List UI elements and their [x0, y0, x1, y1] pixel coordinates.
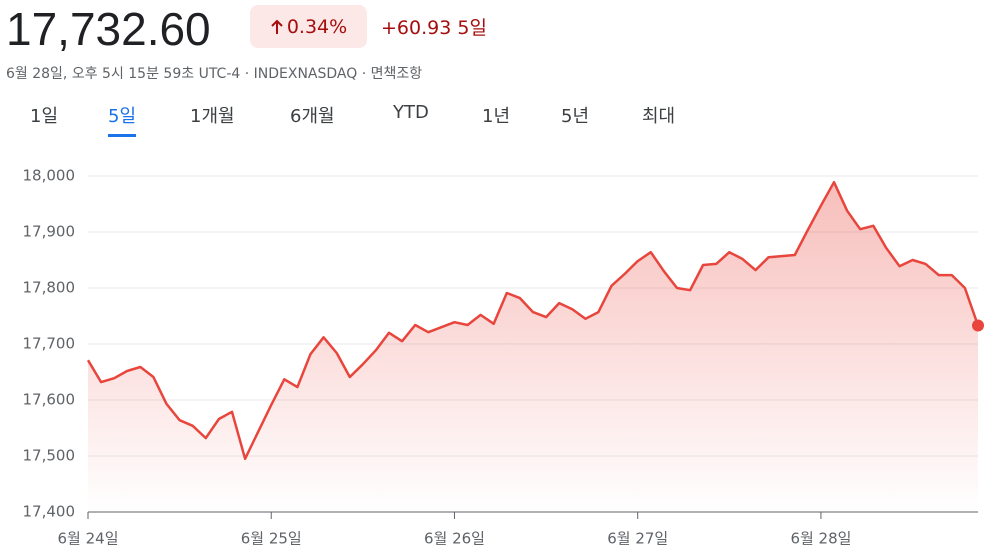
change-value: +60.93	[381, 17, 452, 39]
change-percent: 0.34%	[286, 15, 348, 38]
last-point	[972, 319, 984, 332]
change-badge: 0.34%	[250, 5, 367, 48]
tabs: 1일 5일 1개월 6개월 YTD 1년 5년 최대	[0, 102, 760, 138]
y-tick-label: 17,600	[23, 391, 76, 409]
y-tick-label: 17,900	[23, 223, 76, 241]
price-line	[86, 180, 980, 461]
x-tick-label: 6월 24일	[58, 530, 119, 548]
y-tick-label: 17,400	[23, 503, 76, 521]
x-tick-label: 6월 27일	[607, 530, 668, 548]
range-tab[interactable]: 5년	[561, 106, 590, 127]
y-tick-label: 17,700	[23, 335, 76, 353]
range-tab[interactable]: YTD	[393, 102, 429, 123]
x-tick-label: 6월 28일	[790, 530, 851, 548]
range-tab[interactable]: 1년	[482, 106, 511, 127]
period: 5일	[457, 17, 487, 39]
y-tick-label: 17,800	[23, 279, 76, 297]
subtitle: 6월 28일, 오후 5시 15분 59초 UTC-4 · INDEXNASDA…	[6, 66, 423, 82]
range-tab[interactable]: 5일	[108, 102, 137, 137]
area-fill	[88, 182, 978, 512]
y-tick-label: 17,500	[23, 447, 76, 465]
range-tab[interactable]: 1일	[30, 106, 59, 127]
x-tick-label: 6월 25일	[241, 530, 302, 548]
x-tick-label: 6월 26일	[424, 530, 485, 548]
range-tab[interactable]: 1개월	[190, 106, 235, 127]
range-tab[interactable]: 6개월	[290, 106, 335, 127]
change: +60.93 5일	[381, 13, 487, 40]
y-tick-label: 18,000	[23, 167, 76, 185]
up-arrow	[271, 19, 283, 34]
range-tab[interactable]: 최대	[642, 106, 676, 127]
price: 17,732.60	[6, 3, 211, 55]
